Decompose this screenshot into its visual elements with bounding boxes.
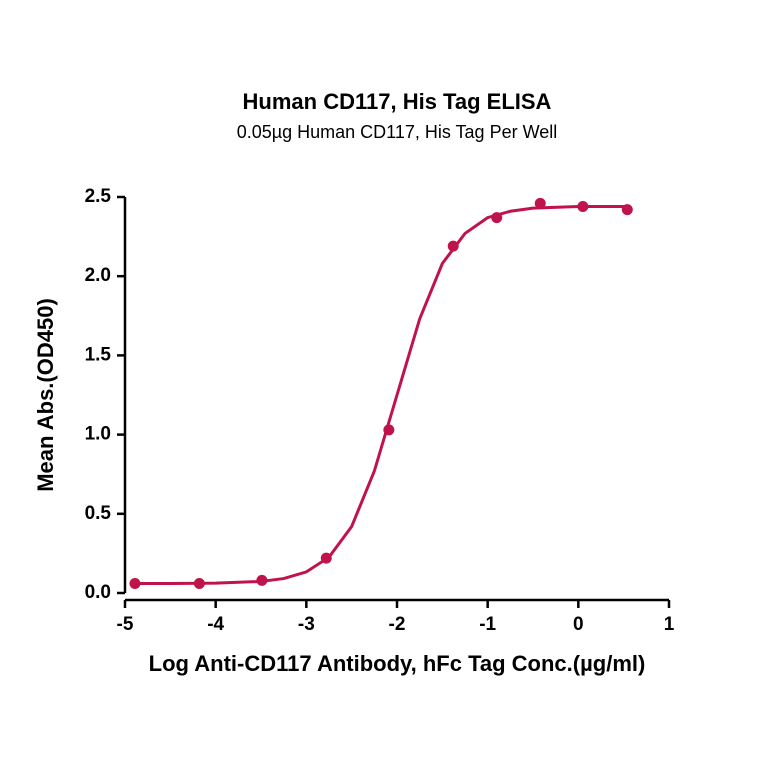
y-tick-label: 1.5 xyxy=(85,344,112,365)
y-tick-label: 0.5 xyxy=(85,503,112,524)
data-point xyxy=(491,212,503,224)
data-point xyxy=(447,240,459,252)
x-tick-label: -4 xyxy=(207,614,224,635)
chart-subtitle: 0.05µg Human CD117, His Tag Per Well xyxy=(237,122,558,142)
x-tick-label: -2 xyxy=(389,614,406,635)
data-point xyxy=(320,552,332,564)
x-tick-label: 0 xyxy=(573,614,584,635)
fit-curve xyxy=(134,205,628,585)
x-axis-label: Log Anti-CD117 Antibody, hFc Tag Conc.(µ… xyxy=(149,651,646,676)
data-point xyxy=(383,424,395,436)
x-tick-label: 1 xyxy=(664,614,675,635)
y-tick-label: 2.0 xyxy=(85,265,111,286)
data-point xyxy=(534,197,546,209)
y-tick-label: 2.5 xyxy=(85,186,112,207)
data-point xyxy=(193,577,205,589)
x-tick-label: -5 xyxy=(117,614,134,635)
y-tick-label: 0.0 xyxy=(85,582,111,603)
y-tick-label: 1.0 xyxy=(85,424,111,445)
y-axis-label: Mean Abs.(OD450) xyxy=(33,298,58,492)
data-point xyxy=(256,574,268,586)
chart-title: Human CD117, His Tag ELISA xyxy=(243,89,552,114)
data-point xyxy=(577,201,589,213)
x-tick-label: -3 xyxy=(298,614,315,635)
data-point xyxy=(129,577,141,589)
x-tick-label: -1 xyxy=(479,614,496,635)
data-point xyxy=(621,204,633,216)
